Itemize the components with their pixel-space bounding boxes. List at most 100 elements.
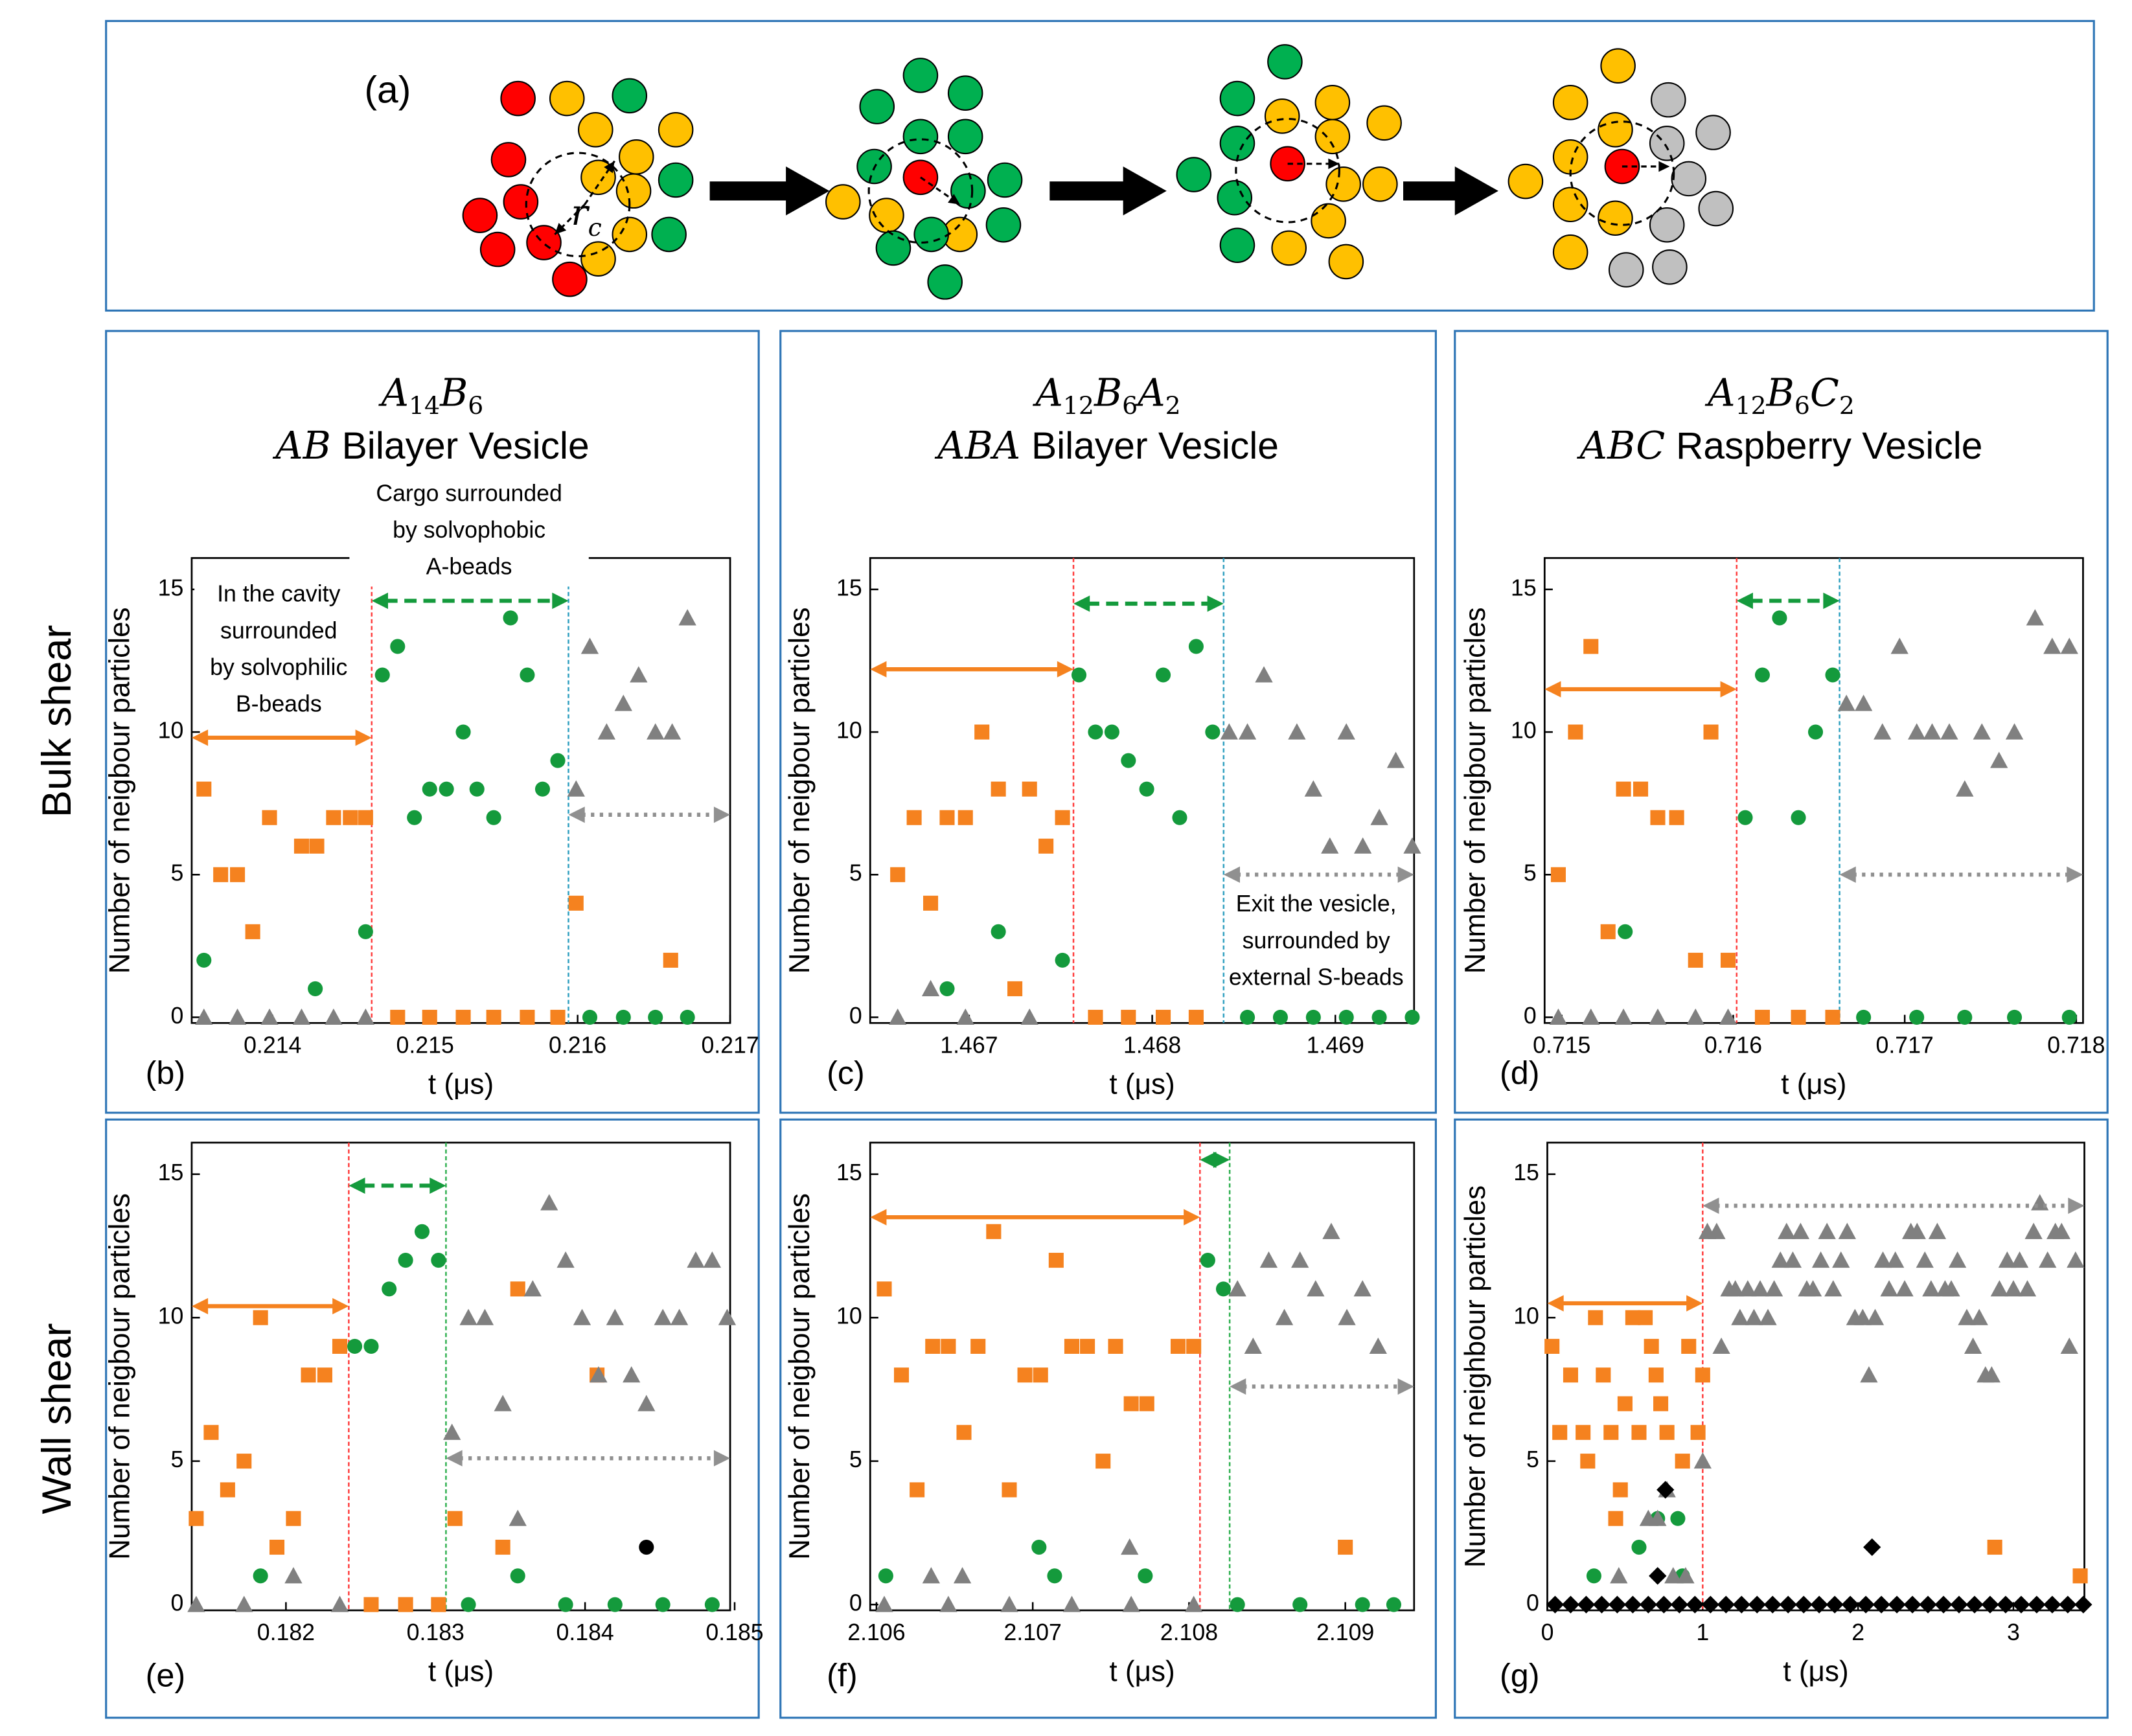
data-point: [939, 1595, 957, 1612]
y-tick-label: 15: [158, 575, 184, 600]
data-point: [1608, 1511, 1623, 1526]
data-point: [1155, 667, 1171, 683]
y-axis-label: Number of neigbour particles: [784, 607, 816, 974]
data-point: [1631, 1424, 1647, 1440]
panel-letter: (e): [146, 1657, 186, 1694]
data-point: [1244, 1337, 1262, 1354]
arrow-head: [1200, 1151, 1217, 1169]
data-point: [1928, 1222, 1947, 1239]
y-tick-label: 0: [1524, 1003, 1537, 1029]
data-point: [1650, 810, 1666, 825]
data-point: [1866, 1308, 1885, 1325]
formula-subscript: 2: [1839, 391, 1855, 420]
data-point: [1948, 1251, 1967, 1268]
formula-subscript: 6: [1794, 391, 1810, 420]
data-point: [2060, 1337, 2078, 1354]
data-point: [1648, 1367, 1664, 1383]
y-tick-label: 0: [849, 1003, 862, 1029]
bead: [1314, 85, 1351, 120]
bead: [618, 139, 654, 175]
data-point: [1240, 1009, 1255, 1025]
data-point: [1964, 1337, 1982, 1354]
data-point: [189, 1511, 204, 1526]
data-point: [1670, 1511, 1686, 1526]
data-point: [1353, 1280, 1371, 1297]
data-point: [1957, 1009, 1973, 1025]
arrow-head: [191, 729, 209, 746]
plot-frame: [869, 557, 1416, 1024]
data-point: [1307, 1280, 1325, 1297]
data-point: [2043, 1595, 2061, 1614]
data-point: [187, 1595, 205, 1612]
formula-symbol: B: [439, 370, 468, 415]
annotation: Cargo surrounded: [376, 480, 562, 506]
data-point: [1908, 1222, 1926, 1239]
data-point: [309, 838, 325, 854]
data-point: [974, 724, 990, 740]
data-point: [503, 610, 518, 626]
bead: [1219, 80, 1255, 117]
bead: [1608, 252, 1644, 288]
data-point: [614, 694, 632, 711]
bead: [1311, 203, 1346, 239]
data-point: [1783, 1251, 1802, 1268]
arrow-head: [2068, 1197, 2085, 1215]
data-point: [1238, 723, 1257, 740]
data-point: [284, 1567, 303, 1584]
data-point: [1966, 1595, 1984, 1614]
data-point: [654, 1308, 672, 1325]
data-point: [1139, 781, 1154, 797]
arrow-head: [1057, 661, 1074, 678]
plot-frame: [190, 1141, 731, 1612]
data-point: [1600, 924, 1616, 939]
data-point: [1038, 838, 1054, 854]
data-point: [1896, 1280, 1914, 1297]
data-point: [1188, 639, 1204, 654]
panel-frame: [1454, 330, 2109, 1114]
data-point: [1123, 1396, 1139, 1411]
data-point: [1292, 1597, 1308, 1612]
data-point: [2072, 1568, 2088, 1584]
subtitle-italic: ABA: [934, 423, 1020, 468]
data-point: [343, 810, 358, 825]
annotation: Exit the vesicle,: [1236, 891, 1397, 917]
data-point: [374, 667, 390, 683]
x-tick-label: 1.467: [940, 1032, 998, 1058]
bead: [1695, 115, 1731, 150]
formula-symbol: A: [378, 370, 409, 415]
data-point: [469, 781, 485, 797]
data-point: [2010, 1251, 2029, 1268]
data-point: [431, 1253, 446, 1268]
data-point: [1205, 724, 1221, 740]
x-tick-label: 0.718: [2047, 1032, 2105, 1058]
data-point: [1886, 1251, 1905, 1268]
data-point: [1272, 1009, 1288, 1025]
data-point: [2004, 1280, 2023, 1297]
data-point: [1583, 639, 1599, 654]
annotation-bg: [349, 471, 589, 587]
x-tick-label: 0.214: [244, 1032, 301, 1058]
bead: [1264, 98, 1300, 134]
data-point: [1614, 1008, 1633, 1025]
data-point: [1338, 1308, 1356, 1325]
data-point: [637, 1395, 656, 1411]
data-point: [1582, 1008, 1600, 1025]
data-point: [1139, 1396, 1154, 1411]
data-point: [655, 1597, 671, 1612]
panel-subtitle: ABC Raspberry Vesicle: [1577, 423, 1983, 468]
y-axis-label: Number of neigbour particles: [1460, 607, 1491, 974]
data-point: [1031, 1539, 1047, 1555]
data-point: [1644, 1338, 1659, 1354]
data-point: [1322, 1222, 1340, 1239]
subtitle-text: Bilayer Vesicle: [342, 425, 590, 467]
panel-formula: A12B6C2: [1704, 370, 1855, 420]
arrow-head: [1702, 1197, 1719, 1215]
data-point: [1561, 1595, 1580, 1614]
bead: [1651, 82, 1686, 118]
data-point: [1837, 694, 1855, 711]
data-point: [1675, 1454, 1690, 1469]
data-point: [2074, 1595, 2092, 1614]
data-point: [986, 1224, 1002, 1239]
arrow-head: [1547, 1295, 1564, 1312]
data-point: [1686, 1595, 1704, 1614]
